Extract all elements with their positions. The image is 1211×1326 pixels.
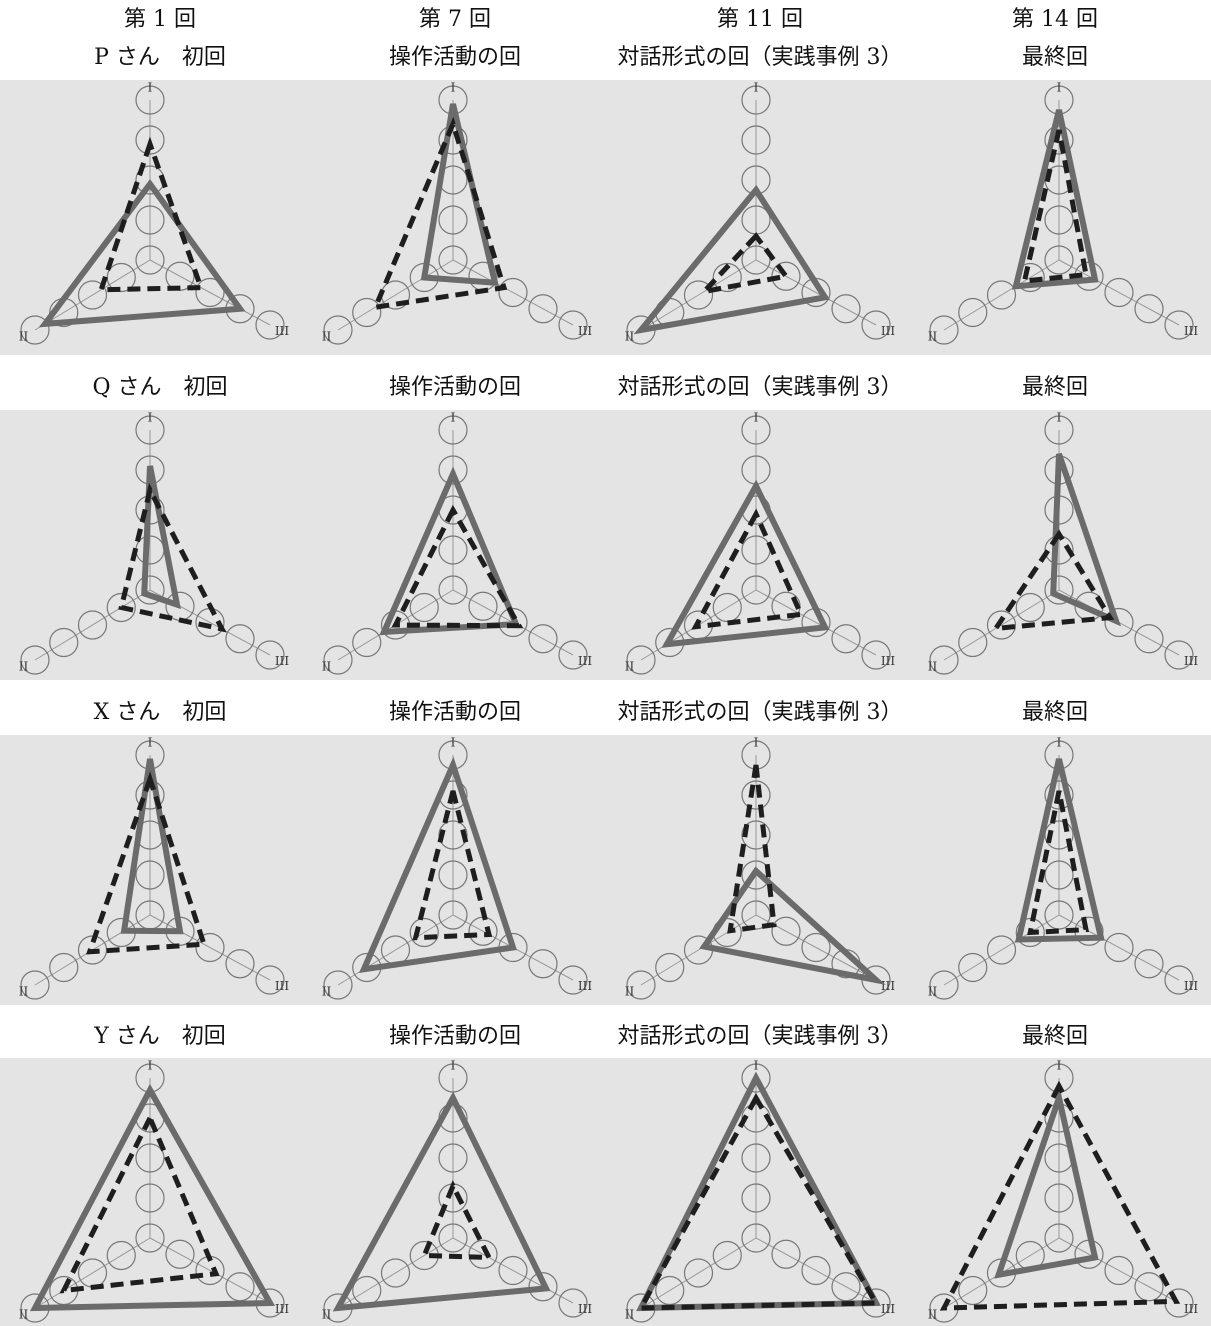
panel-title: Q さん 初回 [92, 375, 227, 400]
axis-label: II [322, 330, 332, 344]
panel-title: X さん 初回 [94, 700, 227, 725]
page: 第 1 回第 7 回第 11 回第 14 回P さん 初回IIIIII操作活動の… [0, 0, 1211, 1326]
axis-label: I [451, 411, 456, 425]
axis-label: I [754, 1059, 759, 1073]
panel-title: 操作活動の回 [389, 45, 521, 70]
panel-title: 操作活動の回 [389, 1024, 521, 1049]
axis-label: I [451, 81, 456, 95]
axis-label: I [148, 1059, 153, 1073]
axis-label: III [881, 979, 895, 993]
axis-label: I [451, 736, 456, 750]
axis-label: II [625, 660, 635, 674]
axis-label: II [322, 660, 332, 674]
axis-label: I [754, 736, 759, 750]
axis-label: III [578, 324, 592, 338]
panel-title: 最終回 [1022, 700, 1088, 725]
panel: IIIIII [0, 735, 303, 1005]
panel: IIIIII [303, 80, 606, 355]
axis-label: I [148, 736, 153, 750]
panel-title: 対話形式の回（実践事例 3） [618, 1024, 903, 1049]
axis-label: I [754, 81, 759, 95]
panel: IIIIII [0, 1058, 303, 1326]
axis-label: II [322, 1308, 332, 1322]
axis-label: III [275, 979, 289, 993]
axis-label: III [881, 654, 895, 668]
figure: 第 1 回第 7 回第 11 回第 14 回P さん 初回IIIIII操作活動の… [0, 0, 1211, 1326]
panel-title: P さん 初回 [94, 45, 226, 70]
axis-label: I [148, 81, 153, 95]
axis-label: III [578, 1302, 592, 1316]
panel-title: 最終回 [1022, 45, 1088, 70]
axis-label: I [148, 411, 153, 425]
axis-label: II [928, 330, 938, 344]
axis-label: III [1184, 1302, 1198, 1316]
axis-label: I [451, 1059, 456, 1073]
axis-label: II [19, 330, 29, 344]
axis-label: III [275, 1302, 289, 1316]
axis-label: I [1057, 736, 1062, 750]
panel-title: 最終回 [1022, 375, 1088, 400]
axis-label: II [625, 1308, 635, 1322]
axis-label: III [578, 979, 592, 993]
axis-label: II [625, 985, 635, 999]
panel-background [0, 410, 303, 680]
axis-label: II [928, 660, 938, 674]
axis-label: I [1057, 411, 1062, 425]
axis-label: I [754, 411, 759, 425]
axis-label: II [19, 985, 29, 999]
axis-label: III [881, 324, 895, 338]
axis-label: II [19, 1308, 29, 1322]
axis-label: III [1184, 324, 1198, 338]
panel: IIIIII [909, 1058, 1211, 1326]
panel: IIIIII [606, 735, 909, 1005]
panel-background [606, 410, 909, 680]
axis-label: III [881, 1302, 895, 1316]
panel-title: 対話形式の回（実践事例 3） [618, 700, 903, 725]
panel: IIIIII [606, 1058, 909, 1326]
axis-label: II [928, 1308, 938, 1322]
panel-title: Y さん 初回 [93, 1024, 226, 1049]
column-header: 第 7 回 [419, 7, 491, 32]
axis-label: II [625, 330, 635, 344]
axis-label: III [1184, 654, 1198, 668]
axis-label: II [322, 985, 332, 999]
axis-label: II [928, 985, 938, 999]
column-header: 第 14 回 [1012, 7, 1098, 32]
panel-title: 最終回 [1022, 1024, 1088, 1049]
axis-label: I [1057, 1059, 1062, 1073]
panel-title: 対話形式の回（実践事例 3） [618, 45, 903, 70]
axis-label: II [19, 660, 29, 674]
panel-background [303, 410, 606, 680]
panel-title: 操作活動の回 [389, 375, 521, 400]
panel-background [909, 410, 1211, 680]
column-header: 第 11 回 [717, 7, 803, 32]
panel: IIIIII [606, 410, 909, 680]
axis-label: I [1057, 81, 1062, 95]
axis-label: III [275, 654, 289, 668]
panel: IIIIII [909, 735, 1211, 1005]
column-header: 第 1 回 [124, 7, 196, 32]
panel-title: 対話形式の回（実践事例 3） [618, 375, 903, 400]
axis-label: III [275, 324, 289, 338]
panel: IIIIII [303, 410, 606, 680]
panel: IIIIII [303, 735, 606, 1005]
panel-title: 操作活動の回 [389, 700, 521, 725]
axis-label: III [1184, 979, 1198, 993]
axis-label: III [578, 654, 592, 668]
